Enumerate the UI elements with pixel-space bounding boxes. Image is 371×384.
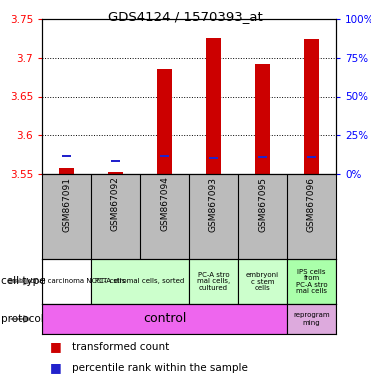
Bar <box>306 156 316 158</box>
Text: GSM867094: GSM867094 <box>160 177 169 232</box>
Bar <box>42 259 91 304</box>
Text: cell type: cell type <box>1 276 45 286</box>
Text: GSM867095: GSM867095 <box>258 177 267 232</box>
Bar <box>42 304 287 334</box>
Text: GSM867091: GSM867091 <box>62 177 71 232</box>
Bar <box>189 259 238 304</box>
Text: protocol: protocol <box>1 314 43 324</box>
Bar <box>160 155 170 157</box>
Text: ■: ■ <box>49 361 61 374</box>
Bar <box>111 160 121 162</box>
Bar <box>62 155 71 157</box>
Bar <box>287 259 336 304</box>
Text: GSM867096: GSM867096 <box>307 177 316 232</box>
Bar <box>257 156 267 158</box>
Bar <box>108 172 123 174</box>
Text: embryoni
c stem
cells: embryoni c stem cells <box>246 272 279 291</box>
Text: GSM867092: GSM867092 <box>111 177 120 232</box>
Bar <box>255 64 270 174</box>
Bar <box>206 38 221 174</box>
Bar <box>91 259 189 304</box>
Text: GSM867093: GSM867093 <box>209 177 218 232</box>
Text: ■: ■ <box>49 340 61 353</box>
Text: GDS4124 / 1570393_at: GDS4124 / 1570393_at <box>108 10 263 23</box>
Text: reprogram
ming: reprogram ming <box>293 313 330 326</box>
Bar <box>303 39 319 174</box>
Text: percentile rank within the sample: percentile rank within the sample <box>72 363 247 373</box>
Text: control: control <box>143 313 186 326</box>
Bar <box>157 69 173 174</box>
Bar <box>287 304 336 334</box>
Text: IPS cells
from
PC-A stro
mal cells: IPS cells from PC-A stro mal cells <box>296 269 327 294</box>
Bar <box>59 168 74 174</box>
Text: PC-A stromal cells, sorted: PC-A stromal cells, sorted <box>95 278 185 285</box>
Bar <box>209 157 219 159</box>
Text: PC-A stro
mal cells,
cultured: PC-A stro mal cells, cultured <box>197 272 230 291</box>
Text: transformed count: transformed count <box>72 342 169 352</box>
Text: embryonal carcinoma NCCIT cells: embryonal carcinoma NCCIT cells <box>8 278 125 285</box>
Bar <box>238 259 287 304</box>
